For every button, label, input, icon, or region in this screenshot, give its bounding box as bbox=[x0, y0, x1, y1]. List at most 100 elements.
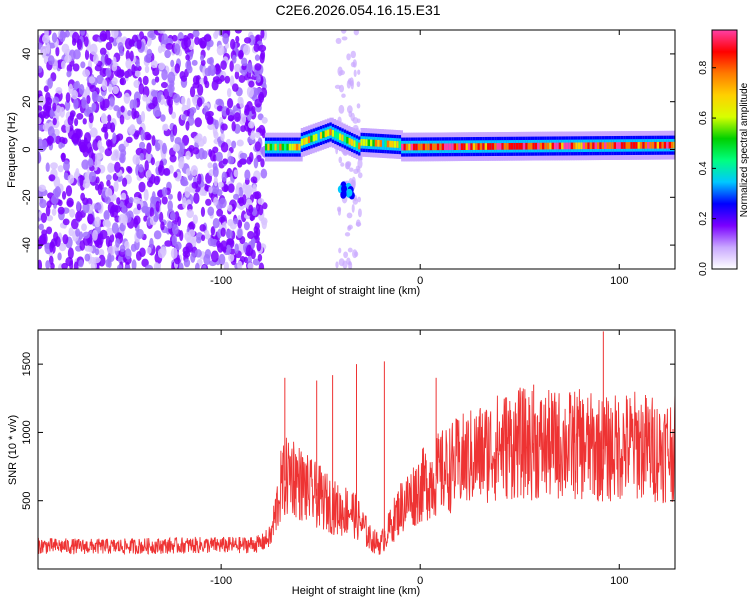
spectrogram-cell bbox=[377, 139, 382, 147]
spectrogram-cell bbox=[144, 65, 150, 74]
spectrogram-cell bbox=[196, 236, 202, 244]
spectrogram-cell bbox=[222, 33, 229, 45]
spectrogram-cell bbox=[254, 222, 260, 230]
spectrogram-cell bbox=[594, 142, 599, 150]
spectrogram-cell bbox=[202, 264, 207, 269]
spectrogram-cell bbox=[51, 208, 57, 216]
spectrogram-cell bbox=[489, 143, 494, 150]
spectrogram-y-tick-label: -20 bbox=[21, 189, 33, 205]
spectrogram-cell bbox=[381, 140, 387, 147]
spectrogram-cell bbox=[346, 79, 351, 89]
spectrogram-cell bbox=[458, 143, 463, 151]
spectrogram-cell bbox=[199, 54, 205, 62]
spectrogram-cell bbox=[180, 179, 189, 187]
spectrogram-cell bbox=[362, 139, 368, 146]
spectrogram-cell bbox=[348, 167, 354, 172]
spectrogram-cell bbox=[515, 142, 521, 150]
spectrogram-cell bbox=[166, 95, 171, 106]
spectrogram-cell bbox=[355, 221, 362, 227]
spectrogram-cell bbox=[403, 143, 408, 151]
spectrogram-cell bbox=[215, 98, 223, 106]
spectrogram-cell bbox=[350, 139, 356, 146]
spectrogram-cell bbox=[549, 142, 554, 150]
spectrogram-cell bbox=[51, 194, 59, 205]
spectrogram-cell bbox=[276, 143, 282, 151]
spectrogram-cell bbox=[125, 58, 132, 69]
spectrogram-cell bbox=[525, 142, 530, 150]
spectrogram-cell bbox=[142, 75, 149, 86]
spectrogram-cell bbox=[257, 253, 263, 262]
spectrogram-cell bbox=[477, 143, 482, 150]
spectrogram-cell bbox=[357, 172, 363, 179]
spectrogram-cell bbox=[239, 152, 248, 159]
spectrogram-cell bbox=[218, 197, 227, 209]
spectrogram-cell bbox=[88, 76, 96, 84]
spectrogram-cell bbox=[338, 156, 343, 164]
spectrogram-cell bbox=[57, 252, 62, 261]
spectrogram-cell bbox=[327, 129, 332, 137]
spectrogram-cell bbox=[95, 95, 104, 103]
spectrogram-cell bbox=[386, 140, 392, 148]
spectrogram-cell bbox=[169, 154, 177, 163]
spectrogram-cell bbox=[165, 42, 174, 50]
spectrogram-cell bbox=[142, 94, 148, 102]
spectrogram-cell bbox=[132, 154, 140, 165]
spectrogram-cell bbox=[174, 257, 181, 265]
spectrogram-cell bbox=[172, 93, 181, 104]
snr-series bbox=[38, 331, 675, 556]
spectrogram-cell bbox=[214, 119, 219, 130]
spectrogram-cell bbox=[151, 135, 156, 147]
spectrogram-cell bbox=[415, 143, 420, 151]
spectrogram-cell bbox=[185, 150, 191, 160]
spectrogram-cell bbox=[87, 157, 94, 168]
spectrogram-cell bbox=[207, 65, 212, 77]
spectrogram-cell bbox=[94, 248, 100, 256]
spectrogram-cell bbox=[82, 231, 90, 239]
spectrogram-cell bbox=[599, 142, 604, 150]
spectrogram-cell bbox=[216, 208, 224, 217]
spectrogram-cell bbox=[357, 196, 362, 203]
spectrogram-cell bbox=[203, 254, 211, 266]
spectrogram-cell bbox=[463, 143, 468, 151]
spectrogram-cell bbox=[353, 140, 358, 148]
spectrogram-cell bbox=[347, 224, 353, 230]
spectrogram-cell bbox=[237, 260, 243, 269]
spectrogram-cell bbox=[133, 215, 141, 225]
spectrogram-cell bbox=[95, 176, 100, 184]
spectrogram-cell bbox=[335, 37, 342, 44]
spectrogram-cell bbox=[112, 56, 117, 68]
spectrogram-cell bbox=[136, 203, 142, 211]
spectrogram-cell bbox=[439, 143, 444, 151]
spectrogram-cell bbox=[234, 243, 239, 254]
spectrogram-cell bbox=[420, 143, 425, 151]
spectrogram-cell bbox=[596, 142, 602, 150]
spectrogram-cell bbox=[67, 247, 74, 260]
spectrogram-cell bbox=[351, 176, 356, 187]
spectrogram-cell bbox=[107, 114, 112, 123]
spectrogram-cell bbox=[341, 134, 346, 142]
spectrogram-cell bbox=[348, 261, 353, 269]
spectrogram-cell bbox=[651, 141, 657, 149]
snr-frame bbox=[37, 329, 676, 570]
spectrogram-cell bbox=[177, 191, 182, 202]
spectrogram-cell bbox=[223, 184, 229, 193]
spectrogram-cell bbox=[72, 63, 80, 72]
spectrogram-cell bbox=[344, 232, 351, 237]
spectrogram-cell bbox=[133, 207, 139, 215]
spectrogram-cell bbox=[520, 142, 525, 150]
spectrogram-cell bbox=[186, 97, 191, 110]
spectrogram-cell bbox=[337, 207, 341, 216]
spectrogram-cell bbox=[227, 204, 233, 212]
spectrogram-cell bbox=[94, 202, 102, 211]
spectrogram-cell bbox=[96, 74, 104, 85]
spectrogram-cell bbox=[563, 142, 568, 150]
spectrogram-cell bbox=[63, 160, 70, 172]
spectrogram-cell bbox=[303, 138, 308, 145]
spectrogram-cell bbox=[50, 262, 55, 269]
spectrogram-cell bbox=[225, 107, 230, 116]
spectrogram-cell bbox=[149, 237, 154, 250]
spectrogram-y-axis-title: Frequency (Hz) bbox=[6, 112, 18, 188]
spectrogram-cell bbox=[45, 162, 50, 172]
spectrogram-cell bbox=[125, 50, 131, 61]
spectrogram-cell bbox=[346, 136, 351, 144]
